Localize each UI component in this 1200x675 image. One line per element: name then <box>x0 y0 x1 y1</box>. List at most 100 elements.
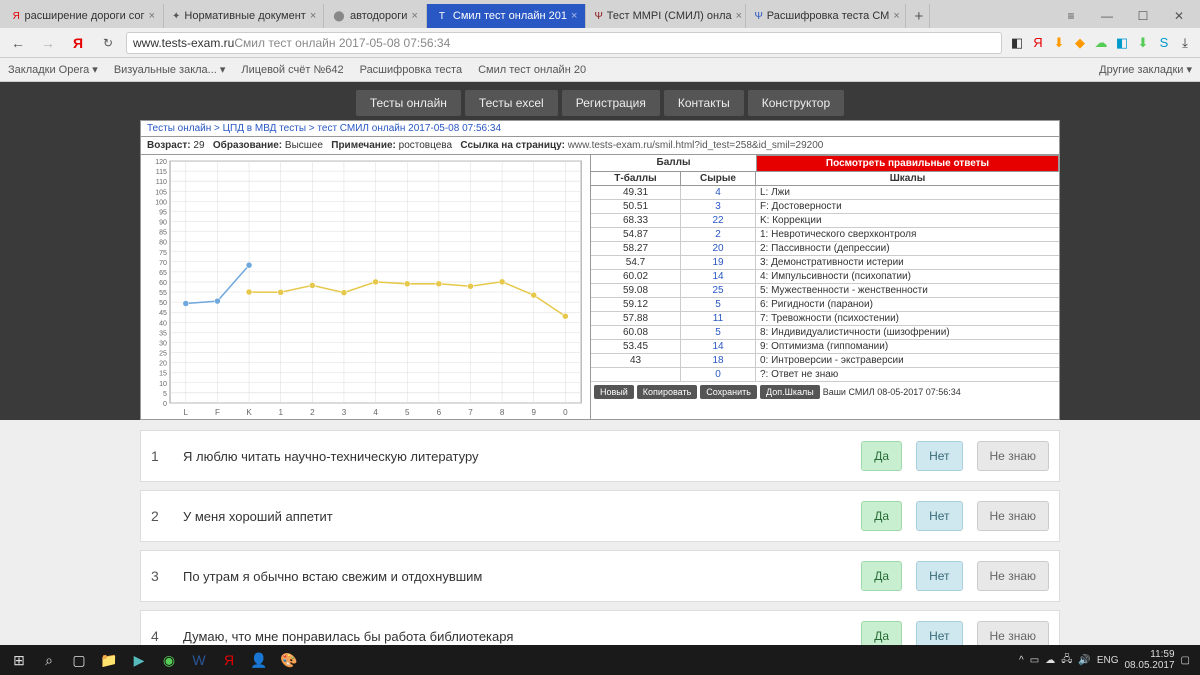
ext3-icon[interactable]: ☁ <box>1092 34 1110 52</box>
ext5-icon[interactable]: ⬇ <box>1134 34 1152 52</box>
notifications-icon[interactable]: ▢ <box>1181 655 1190 666</box>
answer-yes-button[interactable]: Да <box>861 441 902 471</box>
minimize-button[interactable]: — <box>1090 4 1124 28</box>
browser-tab[interactable]: ⬤автодороги× <box>324 4 427 28</box>
media-icon[interactable]: ▶ <box>124 645 154 675</box>
nav-item[interactable]: Регистрация <box>562 90 660 116</box>
age-value: 29 <box>193 140 204 151</box>
action-button[interactable]: Новый <box>594 385 634 399</box>
ext-icon[interactable]: ◧ <box>1008 34 1026 52</box>
clock[interactable]: 11:59 08.05.2017 <box>1124 649 1174 671</box>
reload-button[interactable]: ↻ <box>96 31 120 55</box>
close-tab-icon[interactable]: × <box>893 10 899 22</box>
answer-yes-button[interactable]: Да <box>861 561 902 591</box>
ext2-icon[interactable]: ◆ <box>1071 34 1089 52</box>
browser-tab[interactable]: ✦Нормативные документ× <box>164 4 324 28</box>
crumb-1[interactable]: Тесты онлайн <box>147 123 211 134</box>
crumb-2[interactable]: ЦПД в МВД тесты <box>223 123 306 134</box>
answer-no-button[interactable]: Нет <box>916 561 962 591</box>
browser-tab[interactable]: TСмил тест онлайн 201× <box>427 4 587 28</box>
ya-ext-icon[interactable]: Я <box>1029 34 1047 52</box>
cell-tscore: 59.08 <box>591 284 681 297</box>
tray-vol-icon[interactable]: 🔊 <box>1078 655 1090 666</box>
nav-item[interactable]: Конструктор <box>748 90 844 116</box>
other-bookmarks[interactable]: Другие закладки ▾ <box>1099 63 1192 76</box>
col-tscore: Т-баллы <box>591 172 681 185</box>
close-tab-icon[interactable]: × <box>571 10 577 22</box>
bookmark-item[interactable]: Расшифровка теста <box>360 64 462 76</box>
svg-text:10: 10 <box>159 381 167 388</box>
browser-icon[interactable]: Я <box>214 645 244 675</box>
svg-text:2: 2 <box>310 408 315 417</box>
answer-dontknow-button[interactable]: Не знаю <box>977 561 1049 591</box>
yandex-icon[interactable]: Я <box>66 31 90 55</box>
nav-item[interactable]: Тесты excel <box>465 90 558 116</box>
table-row: 49.314L: Лжи <box>591 186 1059 200</box>
url-input[interactable]: www.tests-exam.ru Смил тест онлайн 2017-… <box>126 32 1002 54</box>
bookmarks-bar: Закладки Opera ▾ Визуальные закла... ▾ Лиц… <box>0 58 1200 82</box>
new-tab-button[interactable]: + <box>906 4 930 28</box>
tray-net-icon[interactable]: 🖧 <box>1061 652 1072 669</box>
back-button[interactable]: ← <box>6 31 30 55</box>
answer-no-button[interactable]: Нет <box>916 501 962 531</box>
tray-cloud-icon[interactable]: ☁ <box>1045 655 1055 666</box>
close-tab-icon[interactable]: × <box>149 10 155 22</box>
answers-button[interactable]: Посмотреть правильные ответы <box>756 155 1059 172</box>
close-tab-icon[interactable]: × <box>411 10 417 22</box>
answer-dontknow-button[interactable]: Не знаю <box>977 501 1049 531</box>
cell-tscore: 53.45 <box>591 340 681 353</box>
cell-tscore: 57.88 <box>591 312 681 325</box>
action-button[interactable]: Сохранить <box>700 385 757 399</box>
nav-item[interactable]: Тесты онлайн <box>356 90 461 116</box>
explorer-icon[interactable]: 📁 <box>94 645 124 675</box>
nav-item[interactable]: Контакты <box>664 90 744 116</box>
app1-icon[interactable]: ◉ <box>154 645 184 675</box>
cell-scale: 1: Невротического сверхконтроля <box>756 228 1059 241</box>
download-tray-icon[interactable]: ⤓ <box>1176 34 1194 52</box>
edu-value: Высшее <box>285 140 323 151</box>
cell-scale: F: Достоверности <box>756 200 1059 213</box>
taskview-icon[interactable]: ▢ <box>64 645 94 675</box>
answer-dontknow-button[interactable]: Не знаю <box>977 441 1049 471</box>
table-row: 58.27202: Пассивности (депрессии) <box>591 242 1059 256</box>
bookmark-item[interactable]: Лицевой счёт №642 <box>241 64 343 76</box>
svg-text:8: 8 <box>500 408 505 417</box>
tab-title: Тест MMPI (СМИЛ) онла <box>607 10 732 22</box>
cell-tscore: 54.7 <box>591 256 681 269</box>
close-tab-icon[interactable]: × <box>310 10 316 22</box>
paint-icon[interactable]: 🎨 <box>274 645 304 675</box>
close-button[interactable]: ✕ <box>1162 4 1196 28</box>
word-icon[interactable]: W <box>184 645 214 675</box>
question-number: 3 <box>151 568 169 584</box>
menu-icon[interactable]: ≡ <box>1054 4 1088 28</box>
action-button[interactable]: Копировать <box>637 385 697 399</box>
answer-yes-button[interactable]: Да <box>861 501 902 531</box>
maximize-button[interactable]: ☐ <box>1126 4 1160 28</box>
ext6-icon[interactable]: S <box>1155 34 1173 52</box>
download-icon[interactable]: ⬇ <box>1050 34 1068 52</box>
browser-tab[interactable]: Ярасширение дороги сог× <box>4 4 164 28</box>
browser-tab-bar: Ярасширение дороги сог×✦Нормативные доку… <box>0 0 1200 28</box>
start-button[interactable]: ⊞ <box>4 645 34 675</box>
ext4-icon[interactable]: ◧ <box>1113 34 1131 52</box>
action-button[interactable]: Доп.Шкалы <box>760 385 820 399</box>
svg-text:4: 4 <box>373 408 378 417</box>
search-icon[interactable]: ⌕ <box>34 645 64 675</box>
cell-scale: 6: Ригидности (паранои) <box>756 298 1059 311</box>
browser-tab[interactable]: ΨТест MMPI (СМИЛ) онла× <box>586 4 746 28</box>
answer-no-button[interactable]: Нет <box>916 441 962 471</box>
bookmark-item[interactable]: Визуальные закла... ▾ <box>114 63 226 76</box>
tray-lang[interactable]: ENG <box>1097 655 1119 666</box>
close-tab-icon[interactable]: × <box>736 10 742 22</box>
svg-text:50: 50 <box>159 300 167 307</box>
bookmark-item[interactable]: Смил тест онлайн 20 <box>478 64 586 76</box>
svg-text:35: 35 <box>159 330 167 337</box>
tab-title: Смил тест онлайн 201 <box>453 10 567 22</box>
tab-title: автодороги <box>350 10 407 22</box>
bookmark-item[interactable]: Закладки Opera ▾ <box>8 63 98 76</box>
app2-icon[interactable]: 👤 <box>244 645 274 675</box>
tray-flag-icon[interactable]: ▭ <box>1030 655 1039 666</box>
forward-button[interactable]: → <box>36 31 60 55</box>
tray-up-icon[interactable]: ^ <box>1019 655 1024 666</box>
browser-tab[interactable]: ΨРасшифровка теста СМ× <box>746 4 906 28</box>
